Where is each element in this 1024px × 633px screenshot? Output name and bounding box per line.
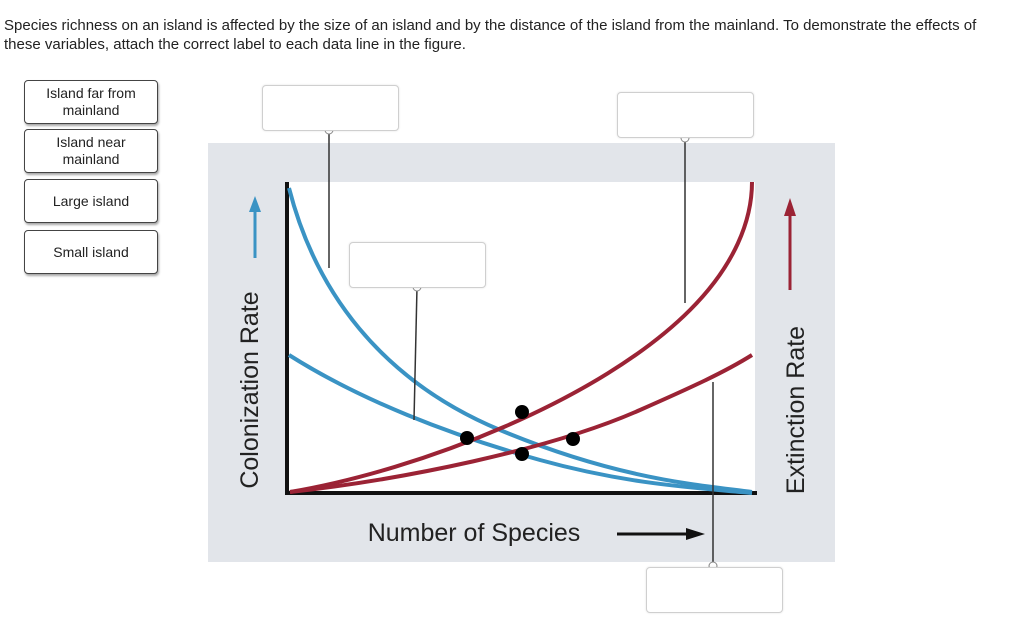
extinction-up-arrow-icon <box>784 198 796 290</box>
colonization-curve-far-from-mainland <box>287 353 753 495</box>
extinction-curve-large-island <box>289 353 754 494</box>
label-island-near-mainland[interactable]: Island near mainland <box>24 129 158 173</box>
drop-zone-1[interactable] <box>262 85 399 131</box>
extinction-curve-small-island <box>289 181 754 494</box>
equilibrium-point-4 <box>566 432 580 446</box>
colonization-rate-label: Colonization Rate <box>236 291 264 488</box>
colonization-up-arrow-icon <box>249 196 261 258</box>
label-large-island[interactable]: Large island <box>24 179 158 223</box>
drop-zone-3[interactable] <box>349 242 486 288</box>
drop-zone-4[interactable] <box>646 567 783 613</box>
leader-line-3 <box>413 286 418 421</box>
species-right-arrow-icon <box>617 528 705 540</box>
extinction-rate-label: Extinction Rate <box>782 326 810 494</box>
label-small-island[interactable]: Small island <box>24 230 158 274</box>
drop-zone-2[interactable] <box>617 92 754 138</box>
equilibrium-point-3 <box>515 447 529 461</box>
equilibrium-point-1 <box>460 431 474 445</box>
number-of-species-label: Number of Species <box>368 519 581 547</box>
label-island-far-from-mainland[interactable]: Island far from mainland <box>24 80 158 124</box>
instructions-text: Species richness on an island is affecte… <box>4 17 977 53</box>
equilibrium-point-2 <box>515 405 529 419</box>
